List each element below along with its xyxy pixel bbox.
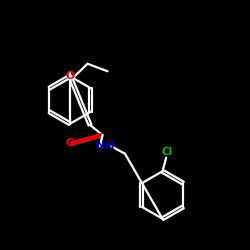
Text: NH: NH <box>96 141 114 151</box>
Text: Cl: Cl <box>162 147 173 157</box>
Text: O: O <box>65 71 75 81</box>
Text: O: O <box>65 138 75 148</box>
